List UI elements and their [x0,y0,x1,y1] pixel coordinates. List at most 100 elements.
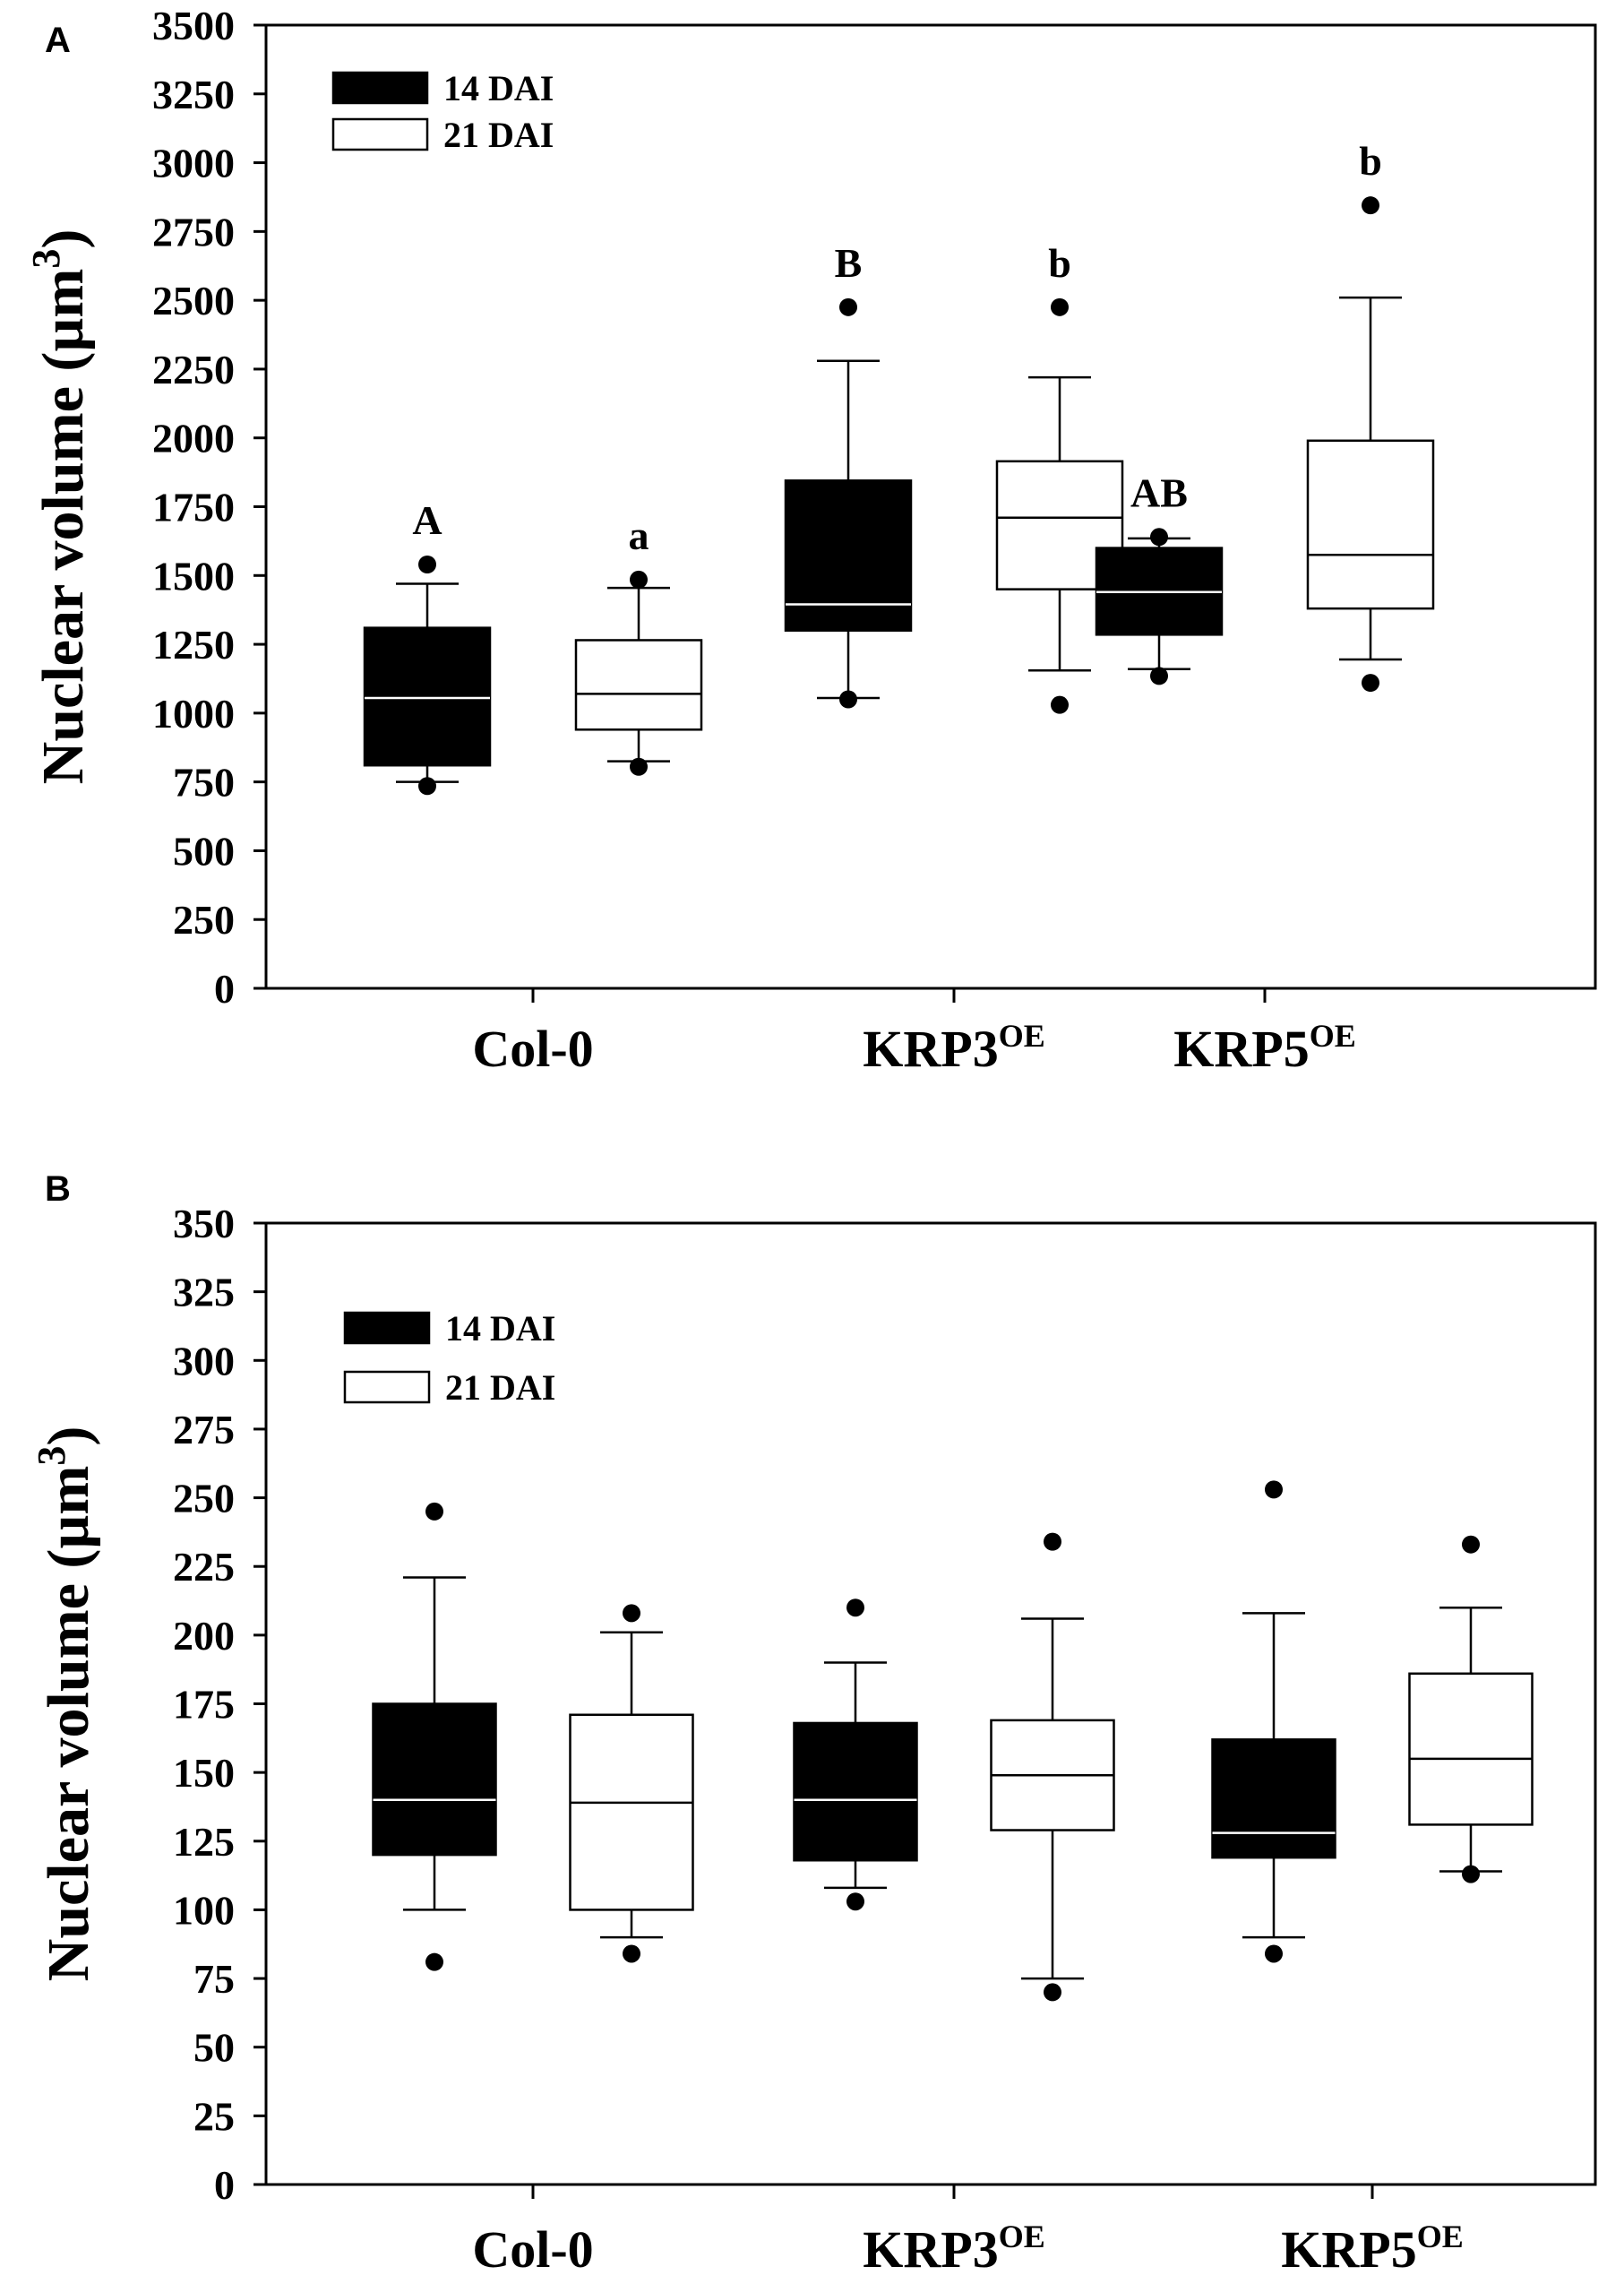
legend-swatch [343,1370,431,1404]
y-tick-label: 2250 [152,347,235,392]
y-tick-label: 300 [173,1338,235,1383]
outlier-point [418,556,436,573]
category-superscript: OE [999,2219,1045,2254]
y-tick-label: 2000 [152,416,235,461]
box-iqr [1211,1738,1336,1859]
legend-label: 21 DAI [445,1367,555,1408]
panel-letter: B [45,1169,71,1209]
legend-swatch [331,71,429,105]
y-tick-label: 1750 [152,485,235,530]
y-tick-label: 750 [173,760,235,806]
panel-letter: A [45,21,71,60]
y-tick-label: 500 [173,828,235,874]
box-plot: AB [1095,470,1224,685]
y-tick-label: 100 [173,1887,235,1933]
box-iqr [363,626,492,767]
category-superscript: OE [1417,2219,1464,2254]
significance-letter: b [1359,138,1382,184]
category-name: Col-0 [472,1020,593,1078]
outlier-point [1051,297,1069,316]
y-axis-label-text: Nuclear volume (µm [36,1466,101,1982]
legend-swatch [343,1311,431,1345]
y-tick-label: 275 [173,1407,235,1452]
outlier-point [1044,1983,1061,2002]
outlier-point [1462,1865,1480,1883]
box-plot: b [1306,138,1435,693]
y-tick-label: 1000 [152,691,235,737]
outlier-point [418,777,436,796]
box-plot [569,1604,694,1963]
outlier-point [1265,1480,1283,1499]
x-tick-label: KRP3OE [863,2219,1044,2275]
box-iqr [569,1713,694,1911]
outlier-point [1362,196,1379,215]
significance-letter: B [835,240,863,286]
y-tick-label: 2500 [152,278,235,323]
outlier-point [1265,1944,1283,1963]
y-tick-label: 200 [173,1613,235,1659]
y-axis-label: Nuclear volume (µm3) [30,1426,101,1982]
category-name: KRP5 [1173,1020,1309,1078]
x-tick-label: KRP5OE [1281,2219,1463,2275]
outlier-point [1150,528,1168,547]
y-tick-label: 0 [214,966,235,1012]
box-plot [1211,1480,1336,1963]
box-iqr [372,1702,497,1857]
outlier-point [1051,695,1069,714]
y-tick-label: 1250 [152,622,235,668]
y-tick-label: 350 [173,1201,235,1246]
box-plot: a [574,513,703,776]
y-tick-label: 25 [193,2093,235,2139]
box-iqr [784,479,913,632]
outlier-point [1150,667,1168,685]
category-name: KRP3 [863,2220,998,2275]
outlier-point [839,690,857,709]
y-tick-label: 75 [193,1956,235,2002]
category-superscript: OE [1310,1018,1356,1054]
y-tick-label: 250 [173,897,235,943]
outlier-point [1462,1535,1480,1554]
y-tick-label: 1500 [152,553,235,599]
outlier-point [623,1604,640,1623]
box-plot [793,1599,918,1911]
category-name: KRP5 [1281,2220,1416,2275]
y-tick-label: 3250 [152,72,235,117]
box-plot: A [363,497,492,796]
x-tick-label: KRP3OE [863,1018,1044,1078]
legend-label: 14 DAI [445,1308,555,1349]
significance-letter: AB [1130,470,1188,515]
box-iqr [1408,1672,1534,1826]
significance-letter: b [1048,240,1071,286]
y-axis-label-close: ) [36,1426,101,1446]
box-iqr [574,639,703,731]
outlier-point [425,1952,443,1971]
y-axis-label-close: ) [30,229,96,249]
y-axis-label-text: Nuclear volume (µm [30,269,96,785]
category-superscript: OE [999,1018,1045,1054]
x-tick-label: Col-0 [472,2220,593,2275]
y-tick-label: 2750 [152,209,235,254]
panel-a: A 0 250 500 750 1000 1250 1500 1750 2000 2250 2500 2… [24,3,1597,1078]
outlier-point [630,570,648,589]
y-tick-label: 50 [193,2025,235,2071]
outlier-point [630,757,648,776]
outlier-point [846,1892,864,1911]
outlier-point [839,297,857,316]
y-tick-label: 150 [173,1750,235,1796]
legend-label: 14 DAI [443,68,554,108]
category-name: Col-0 [472,2220,593,2275]
box-plot: B [784,240,913,709]
x-tick-label: KRP5OE [1173,1018,1355,1078]
y-tick-label: 250 [173,1476,235,1521]
y-tick-label: 0 [214,2162,235,2208]
box-plot [1408,1535,1534,1883]
outlier-point [623,1944,640,1963]
y-axis-label-superscript: 3 [30,1446,73,1466]
panel-b: B 0 25 50 75 100 125 150 175 200 225 250 275 300 325 35… [30,1169,1597,2275]
outlier-point [1362,674,1379,693]
y-tick-label: 175 [173,1682,235,1728]
box-iqr [1306,439,1435,610]
legend-swatch [331,117,429,151]
